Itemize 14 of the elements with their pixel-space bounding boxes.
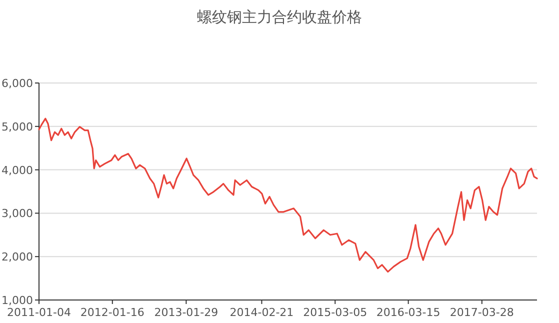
x-tick-label: 2014-02-21 [230, 306, 294, 319]
x-tick-label: 2012-01-16 [80, 306, 144, 319]
y-tick-label: 6,000 [2, 77, 33, 90]
y-tick-label: 5,000 [2, 120, 33, 134]
y-tick-label: 3,000 [2, 207, 33, 220]
x-tick-label: 2017-03-28 [450, 306, 514, 319]
y-tick-label: 4,000 [2, 164, 33, 177]
chart-title: 螺纹钢主力合约收盘价格 [197, 8, 362, 26]
y-tick-label: 2,000 [2, 250, 33, 264]
x-tick-label: 2013-01-29 [154, 306, 218, 319]
y-tick-label: 1,000 [2, 294, 33, 307]
x-tick-label: 2016-03-15 [376, 306, 440, 319]
x-tick-label: 2011-01-04 [7, 306, 71, 319]
x-tick-label: 2015-03-05 [303, 306, 368, 319]
